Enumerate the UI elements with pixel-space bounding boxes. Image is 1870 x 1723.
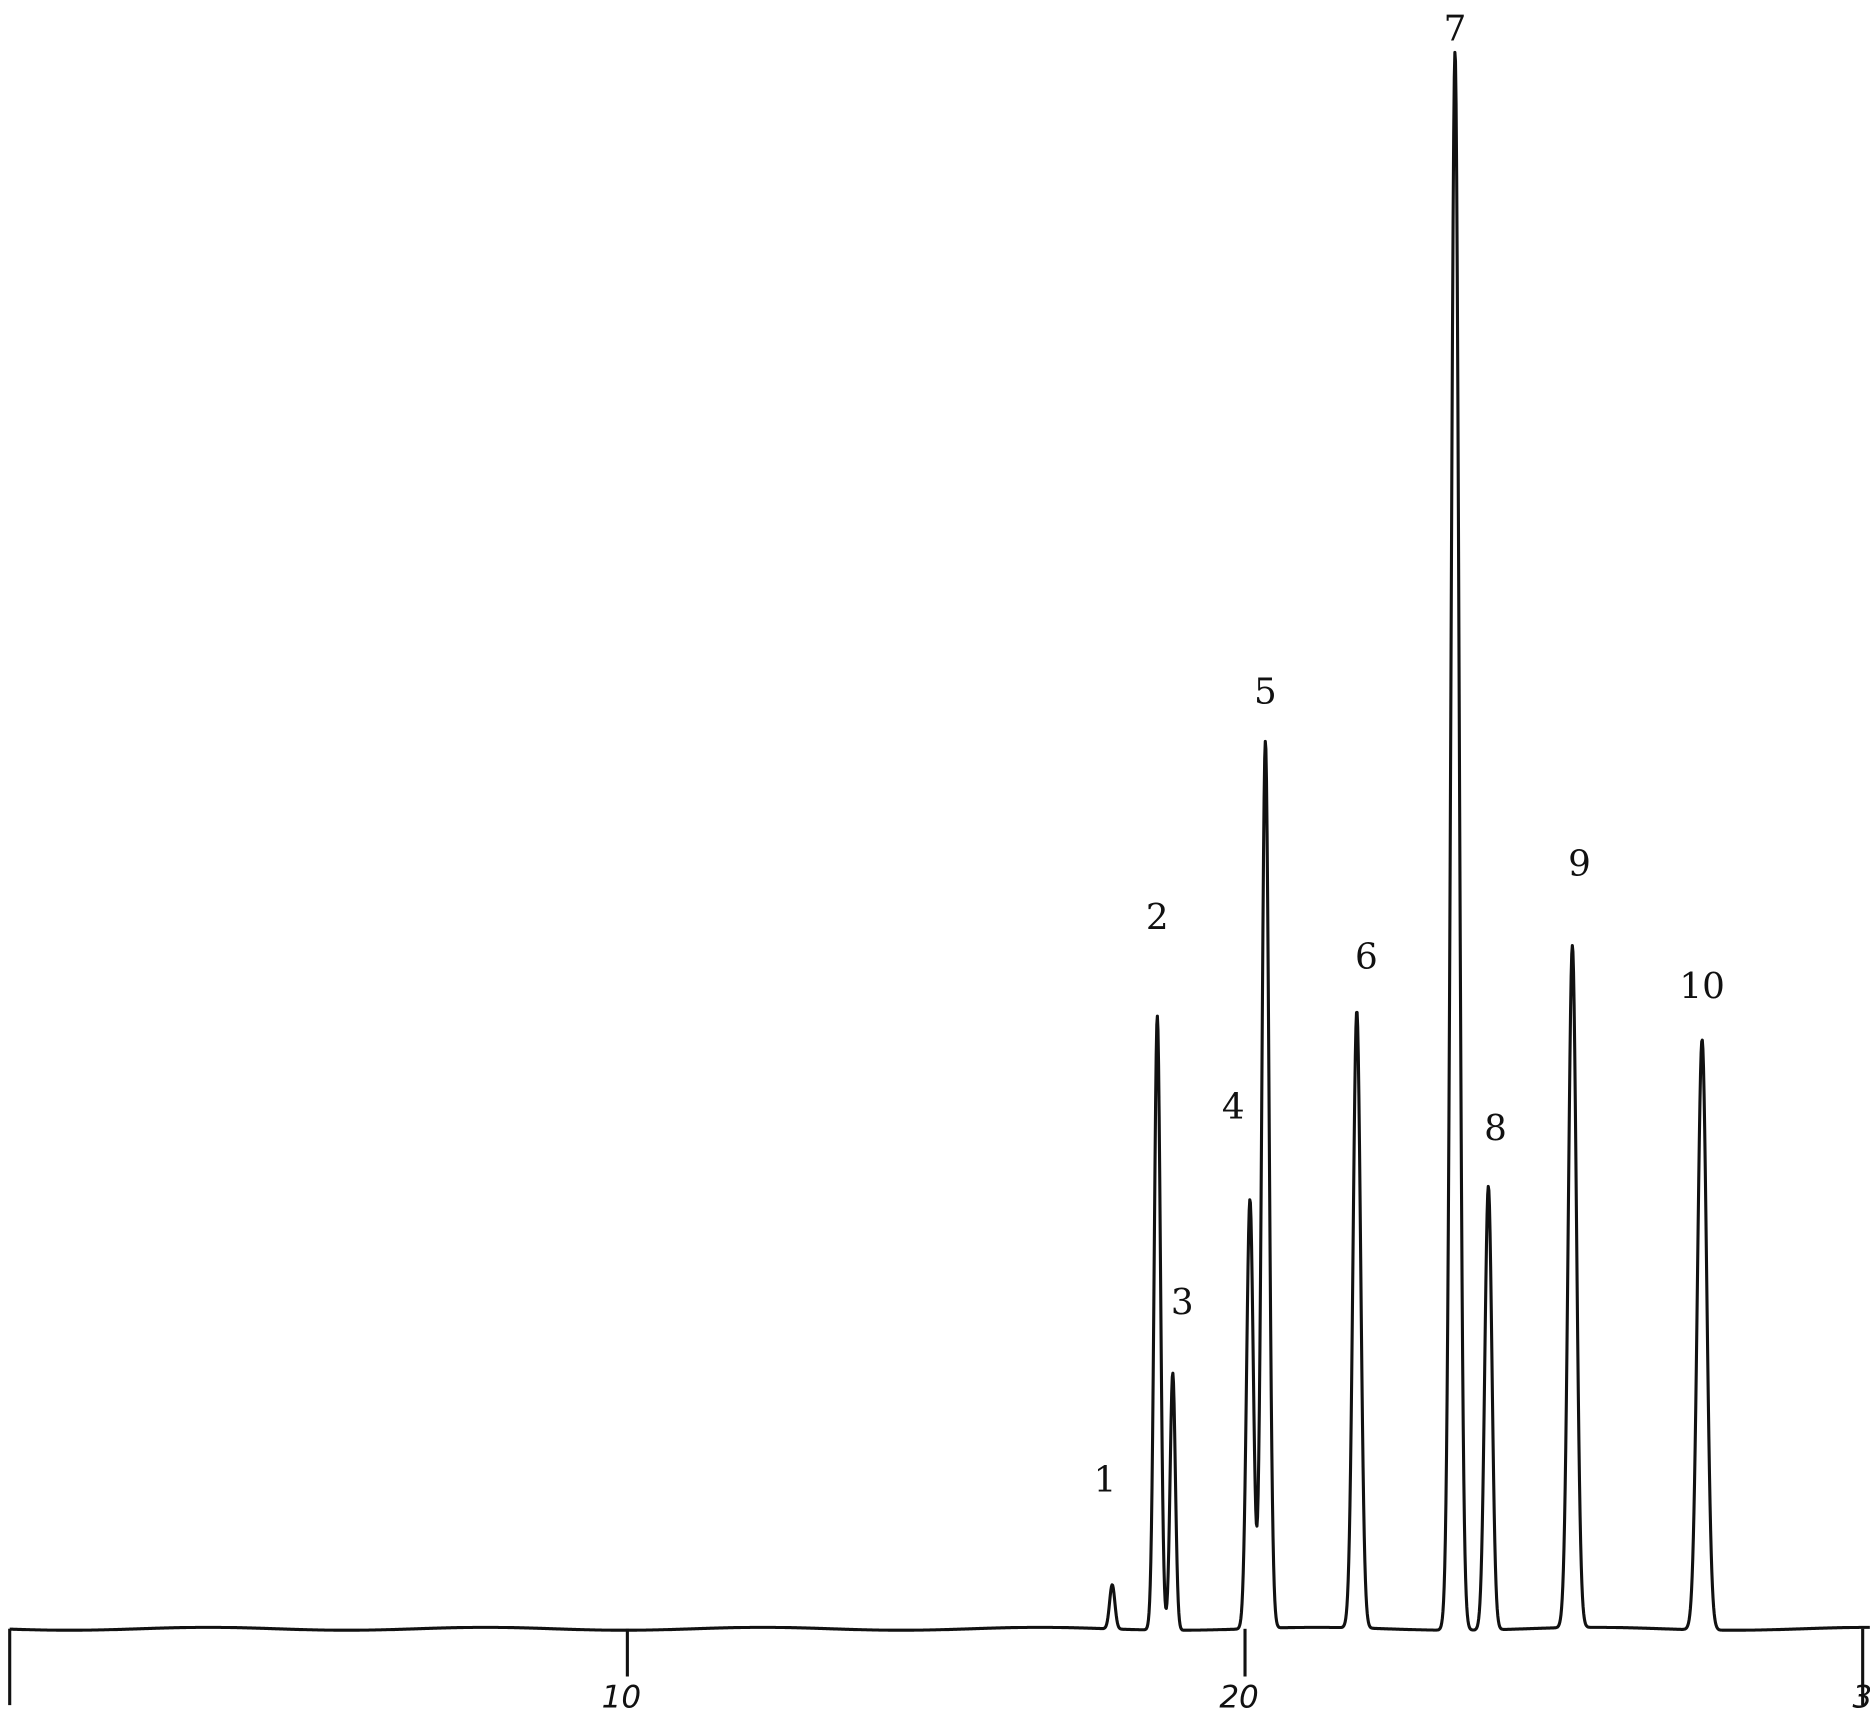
peak-label-5: 5 [1254, 671, 1277, 712]
chromatogram-trace [8, 50, 1870, 1632]
peak-label-3: 3 [1171, 1282, 1194, 1323]
x-axis-tick-labels: 10 20 30 [602, 1679, 1870, 1715]
x-tick-label: 30 [1852, 1679, 1870, 1715]
peak-label-9: 9 [1568, 843, 1591, 884]
peak-label-6: 6 [1355, 937, 1378, 978]
peak-label-1: 1 [1094, 1460, 1117, 1501]
x-axis [8, 1628, 1865, 1706]
x-tick-label: 10 [602, 1679, 641, 1715]
peak-label-2: 2 [1146, 897, 1169, 938]
peak-label-4: 4 [1222, 1086, 1245, 1127]
peak-label-7: 7 [1444, 9, 1467, 50]
x-tick-label: 20 [1219, 1679, 1258, 1715]
peak-label-10: 10 [1679, 966, 1725, 1007]
peak-labels: 1 2 3 4 5 6 7 8 9 10 [1094, 9, 1725, 1501]
peak-label-8: 8 [1484, 1108, 1507, 1149]
